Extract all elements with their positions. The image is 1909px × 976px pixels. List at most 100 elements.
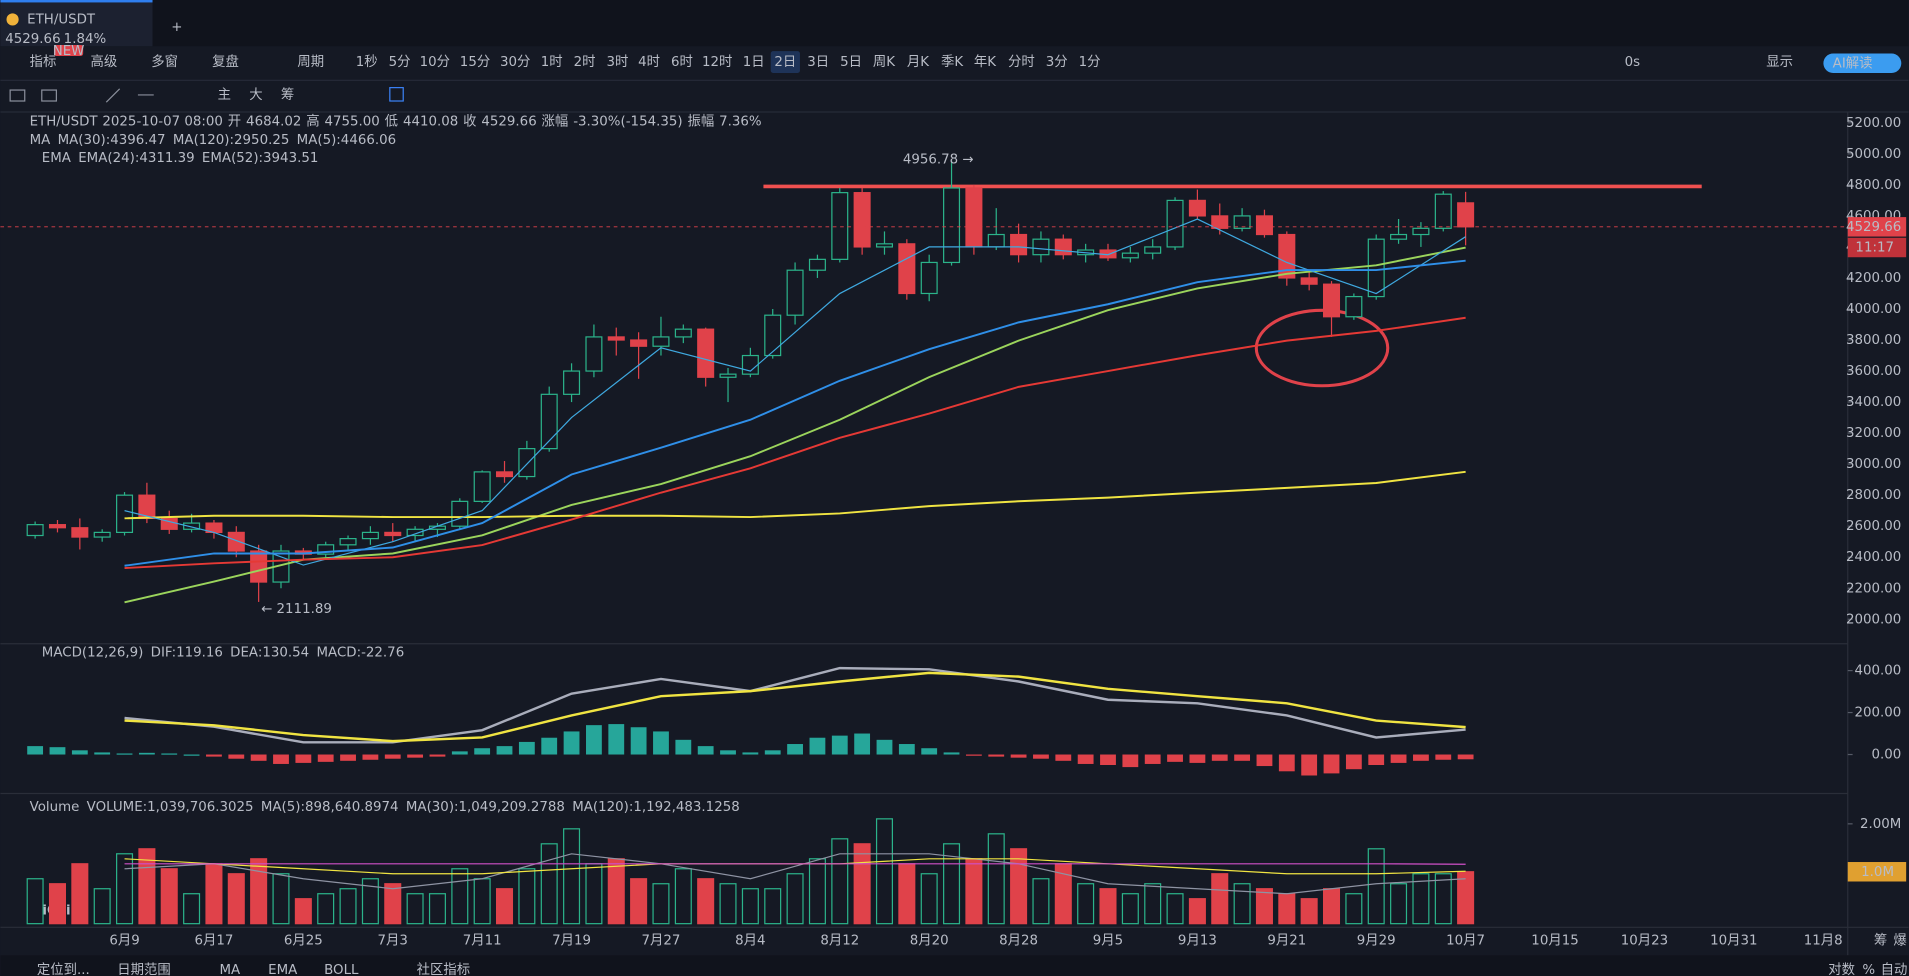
- macd-bar: [340, 754, 356, 761]
- period-button[interactable]: 月K: [907, 55, 930, 70]
- bottom-right-button[interactable]: 自动: [1881, 962, 1908, 976]
- volume-bar: [1255, 888, 1273, 925]
- x-tick-label: 10月31: [1710, 934, 1757, 949]
- macd-bar: [1167, 754, 1183, 762]
- toolbar-button[interactable]: 指标: [30, 54, 57, 70]
- header-text: 7.36%: [719, 115, 762, 130]
- bottom-button[interactable]: 社区指标: [417, 962, 471, 976]
- period-button[interactable]: 30分: [500, 54, 530, 70]
- toolbar-button[interactable]: 复盘: [212, 53, 239, 70]
- period-button[interactable]: 季K: [941, 54, 964, 70]
- period-button[interactable]: 2日: [774, 55, 796, 70]
- bottom-button[interactable]: 日期范围: [117, 962, 171, 976]
- candle-body: [786, 269, 804, 316]
- bottom-button[interactable]: MA: [219, 963, 241, 976]
- right-tool[interactable]: 0s: [1625, 55, 1641, 70]
- volume-bar: [719, 883, 737, 925]
- macd-bar: [317, 754, 334, 762]
- candle-body: [1010, 233, 1028, 256]
- axis-extra[interactable]: 爆: [1893, 933, 1907, 949]
- candle-body: [875, 243, 894, 248]
- toolbar-button[interactable]: 多窗: [151, 53, 178, 70]
- volume-bar: [48, 883, 66, 925]
- candle-body: [1278, 233, 1296, 279]
- volume-bar: [697, 878, 715, 925]
- macd-bar: [1256, 754, 1273, 767]
- period-button[interactable]: 分时: [1008, 54, 1035, 70]
- volume-bar: [875, 818, 894, 925]
- candle-body: [697, 328, 715, 378]
- tool-icon[interactable]: [9, 89, 26, 102]
- period-button[interactable]: 5日: [840, 55, 862, 70]
- period-button[interactable]: 3分: [1046, 54, 1068, 70]
- period-button[interactable]: 周K: [873, 55, 896, 70]
- high-label: 4956.78 →: [903, 152, 974, 167]
- period-button[interactable]: 1秒: [356, 54, 378, 70]
- tool-icon[interactable]: [105, 88, 121, 103]
- macd-bar: [1122, 754, 1139, 768]
- tab-indicator: [0, 0, 153, 3]
- bottom-right-button[interactable]: %: [1862, 963, 1875, 976]
- tool-icon[interactable]: [41, 89, 57, 102]
- y-tick-label: 200.00: [1854, 706, 1901, 721]
- period-button[interactable]: 6时: [671, 54, 693, 70]
- indicator-button[interactable]: 筹: [281, 86, 294, 103]
- header-text: 开: [228, 115, 241, 130]
- bottom-button[interactable]: EMA: [268, 963, 298, 976]
- volume-bar: [853, 843, 871, 925]
- volume-bar: [1099, 888, 1117, 925]
- ai-button[interactable]: [1823, 53, 1902, 74]
- volume-bar: [1188, 898, 1206, 925]
- volume-bar: [786, 873, 804, 925]
- toolbar-button[interactable]: 高级: [90, 53, 117, 70]
- header-text: -3.30%(-154.35): [573, 115, 682, 130]
- period-button[interactable]: 3日: [807, 55, 829, 70]
- volume-bar: [495, 888, 514, 925]
- period-button[interactable]: 1日: [743, 55, 765, 70]
- last-price-badge: [1847, 217, 1907, 237]
- bottom-button[interactable]: 定位到...: [37, 962, 90, 976]
- axis-extra[interactable]: 筹: [1874, 932, 1887, 949]
- x-tick-label: 8月12: [820, 934, 859, 949]
- header-text: 4755.00: [325, 115, 380, 130]
- volume-bar: [272, 873, 290, 925]
- period-button[interactable]: 10分: [420, 54, 450, 70]
- volume-bar: [1300, 898, 1318, 925]
- indicator-line: [124, 666, 1466, 744]
- period-button[interactable]: 2时: [574, 54, 596, 70]
- candle-body: [317, 544, 335, 555]
- tool-icon[interactable]: [389, 87, 404, 102]
- bottom-right-button[interactable]: 对数: [1828, 962, 1855, 976]
- y-tick-label: 2000.00: [1846, 612, 1901, 627]
- toolbar-button[interactable]: 周期: [297, 54, 324, 70]
- y-tick-label: 3000.00: [1846, 457, 1901, 472]
- candle-body: [250, 550, 268, 583]
- macd-bar: [1234, 754, 1251, 761]
- candle-body: [540, 393, 558, 450]
- period-button[interactable]: 5分: [389, 54, 411, 70]
- indicator-button[interactable]: 大: [249, 87, 262, 103]
- period-button[interactable]: 年K: [974, 54, 997, 70]
- candle-body: [1032, 238, 1050, 256]
- x-tick-label: 11月8: [1804, 934, 1843, 949]
- macd-bar: [876, 739, 893, 755]
- legend-entry: DEA:130.54: [230, 645, 309, 660]
- period-button[interactable]: 12时: [702, 54, 732, 70]
- ai-button-text[interactable]: AI解读: [1833, 55, 1873, 71]
- period-button[interactable]: 1分: [1079, 54, 1101, 70]
- legend-entry: MACD:-22.76: [316, 645, 404, 660]
- period-button[interactable]: 3时: [606, 54, 628, 70]
- indicator-button[interactable]: 主: [218, 87, 231, 103]
- last-price-text: 4529.66: [1846, 220, 1901, 235]
- x-tick-label: 10月15: [1531, 934, 1578, 949]
- active-tab[interactable]: [0, 0, 153, 47]
- bottom-button[interactable]: BOLL: [324, 963, 359, 976]
- period-button[interactable]: 15分: [460, 54, 490, 70]
- period-button[interactable]: 1时: [541, 54, 563, 70]
- volume-bar: [1032, 878, 1050, 925]
- add-tab[interactable]: +: [171, 20, 182, 35]
- right-tool[interactable]: 显示: [1766, 55, 1793, 70]
- period-button[interactable]: 4时: [638, 54, 660, 70]
- macd-bar: [183, 754, 200, 756]
- volume-bar: [1434, 873, 1452, 925]
